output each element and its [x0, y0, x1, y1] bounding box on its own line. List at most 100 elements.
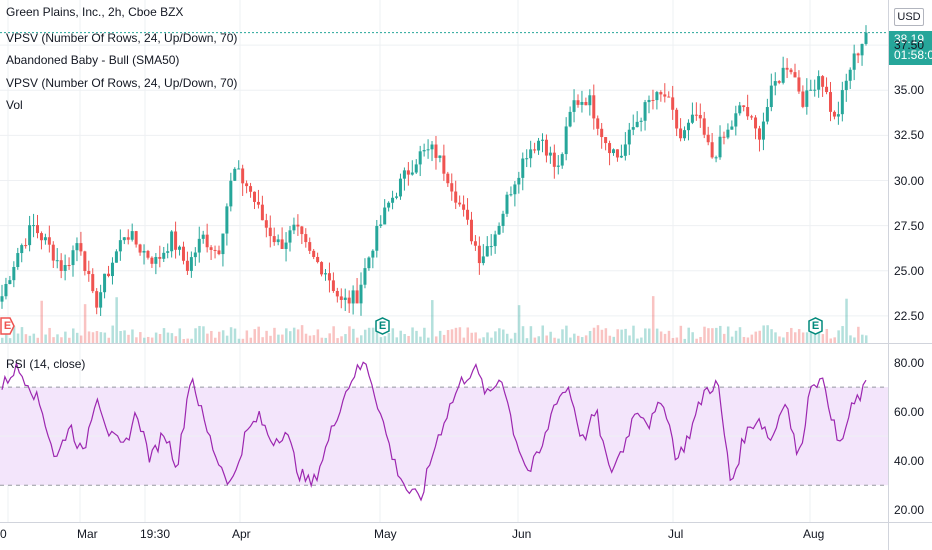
volume-bar: [308, 335, 312, 343]
volume-bar: [778, 336, 781, 343]
time-tick-label: 19:30: [140, 527, 171, 541]
volume-bar: [387, 332, 391, 343]
volume-bar: [517, 305, 521, 343]
volume-bar: [131, 329, 134, 343]
volume-bar: [434, 336, 438, 343]
time-tick-label: May: [374, 527, 397, 541]
candle-body: [564, 126, 568, 155]
candle-body: [249, 186, 253, 192]
candle-body: [647, 99, 651, 103]
candle-body: [540, 139, 544, 141]
candle-body: [469, 219, 473, 242]
volume-bar: [734, 330, 738, 343]
candle-body: [572, 100, 576, 112]
candle-body: [130, 231, 134, 240]
volume-bar: [648, 328, 651, 343]
candle-body: [320, 262, 324, 275]
candle-body: [600, 128, 604, 138]
candle-body: [458, 202, 462, 205]
legend-rsi[interactable]: RSI (14, close): [6, 357, 86, 371]
volume-bar: [249, 337, 253, 343]
legend-vpsv-2[interactable]: VPSV (Number Of Rows, 24, Up/Down, 70): [6, 76, 238, 90]
earnings-icon[interactable]: E: [375, 317, 390, 335]
candle-body: [410, 172, 414, 175]
volume-bar: [651, 296, 655, 343]
candle-body: [296, 224, 300, 227]
candle-body: [840, 90, 844, 115]
volume-bar: [40, 300, 43, 343]
legend-volume[interactable]: Vol: [6, 98, 23, 112]
candle-body: [16, 253, 20, 267]
volume-bar: [415, 330, 418, 343]
candle-body: [36, 225, 40, 234]
volume-bar: [162, 328, 166, 343]
volume-bar: [793, 332, 797, 343]
candle-body: [174, 231, 178, 250]
earnings-icon[interactable]: E: [808, 317, 823, 335]
price-tick-label: 37.50: [894, 38, 925, 53]
candle-body: [497, 225, 501, 235]
volume-bar: [774, 332, 777, 343]
volume-bar: [521, 326, 525, 343]
candle-body: [710, 142, 714, 158]
volume-bar: [659, 331, 663, 343]
candle-body: [615, 149, 619, 158]
candle-body: [185, 260, 189, 271]
candle-body: [134, 231, 138, 245]
rsi-tick-label: 20.00: [894, 502, 925, 517]
candle-body: [122, 237, 126, 241]
candle-body: [604, 137, 608, 144]
volume-bar: [525, 338, 529, 343]
candle-body: [663, 94, 667, 97]
candle-body: [718, 136, 722, 158]
candle-body: [844, 80, 848, 91]
currency-label[interactable]: USD: [894, 8, 924, 26]
legend-vpsv-1[interactable]: VPSV (Number Of Rows, 24, Up/Down, 70): [6, 31, 238, 45]
volume-bar: [490, 337, 493, 343]
candle-body: [414, 164, 418, 173]
candle-body: [233, 168, 237, 181]
volume-bar: [561, 329, 564, 343]
candle-body: [32, 225, 36, 227]
candle-body: [51, 244, 55, 261]
volume-bar: [340, 336, 343, 343]
volume-bar: [742, 336, 746, 343]
volume-bar: [8, 338, 12, 343]
volume-bar: [379, 337, 383, 343]
volume-bar: [411, 327, 414, 343]
candle-body: [750, 116, 754, 118]
candle-body: [493, 234, 497, 247]
candle-body: [619, 155, 623, 158]
candle-body: [434, 144, 438, 158]
candle-body: [197, 238, 201, 253]
volume-bar: [399, 330, 402, 343]
earnings-icon[interactable]: E: [0, 317, 15, 335]
volume-bar: [68, 337, 71, 343]
volume-bar: [845, 298, 848, 343]
volume-bar: [292, 327, 296, 343]
candle-body: [71, 250, 75, 266]
legend-abandoned-baby[interactable]: Abandoned Baby - Bull (SMA50): [6, 53, 180, 67]
candle-body: [268, 227, 272, 237]
candle-body: [387, 202, 391, 208]
volume-bar: [344, 334, 347, 343]
candle-body: [20, 245, 24, 254]
candle-body: [608, 143, 612, 154]
candle-body: [694, 114, 698, 116]
candle-body: [363, 268, 367, 285]
volume-bar: [722, 333, 726, 343]
volume-bar: [261, 337, 264, 343]
candle-body: [860, 43, 864, 56]
volume-bar: [12, 326, 16, 343]
candle-body: [623, 144, 627, 156]
volume-bar: [790, 327, 793, 343]
candle-body: [292, 224, 296, 231]
volume-bar: [356, 337, 359, 343]
candle-body: [505, 194, 509, 214]
volume-bar: [849, 335, 852, 343]
candle-body: [359, 284, 363, 304]
candle-body: [63, 265, 67, 271]
candle-body: [742, 105, 746, 108]
candle-body: [154, 256, 158, 264]
